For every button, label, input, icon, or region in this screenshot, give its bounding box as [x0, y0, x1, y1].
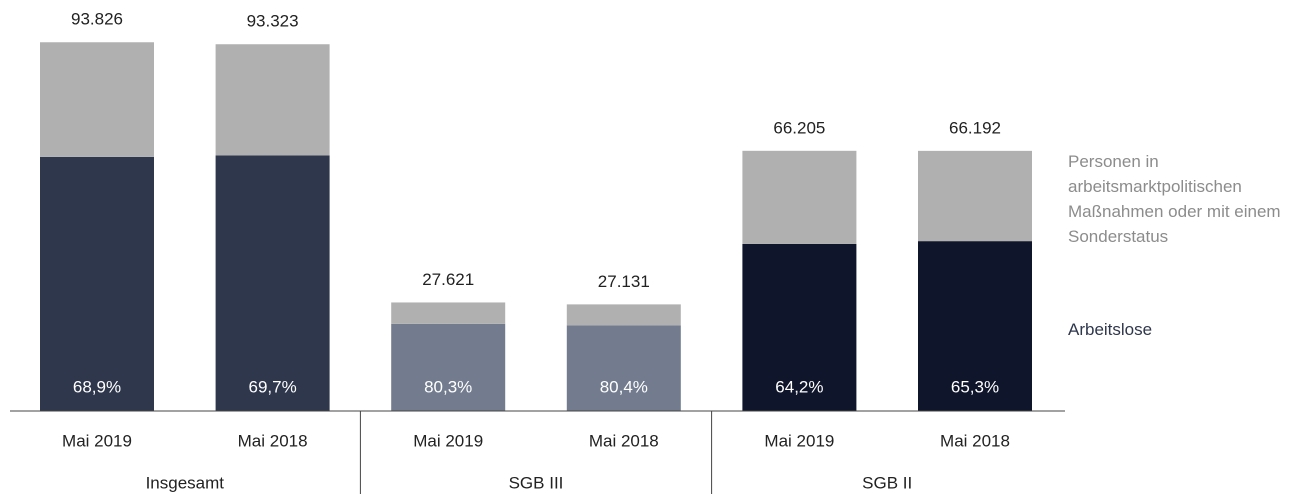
- bar-segment: [742, 150, 857, 244]
- bar-segment: [40, 42, 154, 157]
- legend-entry: Personen in arbeitsmarktpolitischen Maßn…: [1068, 152, 1281, 246]
- share-label: 68,9%: [73, 377, 121, 396]
- share-label: 64,2%: [775, 377, 823, 396]
- x-tick-label: Mai 2018: [940, 431, 1010, 450]
- x-tick-label: Mai 2019: [62, 431, 132, 450]
- bar-segment: [40, 156, 154, 411]
- x-tick-label: Mai 2019: [764, 431, 834, 450]
- total-label: 93.826: [71, 10, 123, 29]
- share-label: 80,3%: [424, 377, 472, 396]
- bar-segment: [215, 155, 330, 411]
- group-label: SGB II: [862, 473, 912, 492]
- bar-segment: [215, 44, 330, 156]
- total-label: 27.131: [598, 272, 650, 291]
- bar-segment: [742, 243, 857, 411]
- share-label: 69,7%: [248, 377, 296, 396]
- x-tick-label: Mai 2019: [413, 431, 483, 450]
- group-label: Insgesamt: [146, 473, 225, 492]
- share-label: 80,4%: [600, 377, 648, 396]
- legend-entry: Arbeitslose: [1068, 320, 1153, 339]
- total-label: 27.621: [422, 270, 474, 289]
- bar-segment: [391, 302, 506, 324]
- bar-segment: [918, 150, 1032, 242]
- bar-segment: [918, 241, 1032, 411]
- total-label: 66.192: [949, 118, 1001, 137]
- total-label: 93.323: [247, 12, 299, 31]
- x-tick-label: Mai 2018: [238, 431, 308, 450]
- bar-segment: [566, 304, 681, 326]
- x-tick-label: Mai 2018: [589, 431, 659, 450]
- share-label: 65,3%: [951, 377, 999, 396]
- bar-segment: [391, 323, 506, 411]
- bar-segment: [566, 325, 681, 411]
- group-label: SGB III: [509, 473, 564, 492]
- total-label: 66.205: [773, 118, 825, 137]
